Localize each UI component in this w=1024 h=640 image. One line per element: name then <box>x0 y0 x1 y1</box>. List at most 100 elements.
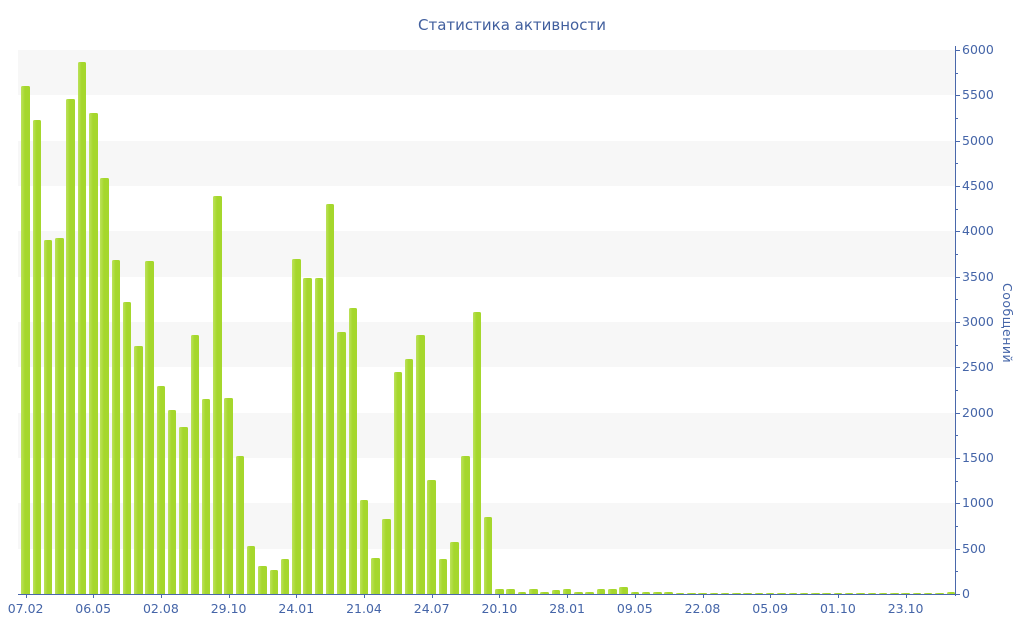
bar[interactable] <box>653 592 662 594</box>
bar[interactable] <box>269 569 279 594</box>
bar[interactable] <box>167 409 177 594</box>
x-tick <box>702 595 704 598</box>
bar[interactable] <box>946 592 955 594</box>
bar[interactable] <box>337 331 346 594</box>
x-tick <box>499 595 501 598</box>
bar[interactable] <box>235 456 245 594</box>
y-tick-label: 2000 <box>962 404 994 420</box>
bar[interactable] <box>348 308 357 594</box>
bar[interactable] <box>698 592 707 594</box>
bar[interactable] <box>145 261 154 594</box>
bar[interactable] <box>811 592 820 594</box>
bar[interactable] <box>246 545 256 594</box>
bar[interactable] <box>224 398 233 594</box>
bar[interactable] <box>416 334 425 594</box>
bar[interactable] <box>890 592 899 594</box>
bar[interactable] <box>935 592 944 594</box>
bar[interactable] <box>122 302 132 594</box>
bar[interactable] <box>450 542 459 594</box>
bar[interactable] <box>213 195 222 594</box>
x-tick-label: 20.10 <box>481 601 518 616</box>
x-tick <box>837 595 839 598</box>
plot-stripe <box>18 95 955 140</box>
y-tick-label: 1000 <box>962 495 994 511</box>
bar[interactable] <box>709 592 719 594</box>
bar[interactable] <box>190 334 200 594</box>
bar[interactable] <box>371 557 380 594</box>
bar[interactable] <box>201 399 211 594</box>
x-tick-label: 21.04 <box>346 601 382 616</box>
bar[interactable] <box>630 591 640 594</box>
bar[interactable] <box>799 592 809 594</box>
bar[interactable] <box>777 592 786 594</box>
bar[interactable] <box>359 499 369 594</box>
bar[interactable] <box>427 479 436 594</box>
x-tick <box>905 595 907 598</box>
bar[interactable] <box>156 386 166 594</box>
y-tick-label: 1500 <box>962 450 994 465</box>
bar[interactable] <box>878 592 888 594</box>
bar[interactable] <box>844 592 854 594</box>
bar[interactable] <box>314 278 324 594</box>
bar[interactable] <box>179 427 188 594</box>
bar[interactable] <box>55 237 64 594</box>
bar[interactable] <box>303 278 312 594</box>
bar[interactable] <box>754 592 764 594</box>
bar[interactable] <box>32 119 42 594</box>
bar[interactable] <box>280 558 290 594</box>
bar[interactable] <box>822 592 831 594</box>
bar[interactable] <box>912 592 922 594</box>
bar[interactable] <box>596 589 606 594</box>
bar[interactable] <box>867 592 877 594</box>
plot-area <box>18 50 955 594</box>
bar[interactable] <box>585 592 594 594</box>
bar[interactable] <box>111 260 121 594</box>
x-tick-label: 06.05 <box>75 601 112 616</box>
bar[interactable] <box>461 456 470 594</box>
bar[interactable] <box>732 592 741 594</box>
bar[interactable] <box>89 113 98 594</box>
bar[interactable] <box>619 587 628 594</box>
bar[interactable] <box>608 588 617 594</box>
bar[interactable] <box>382 518 391 594</box>
y-axis-title: Сообщений <box>1000 283 1015 364</box>
bar[interactable] <box>258 565 267 594</box>
bar[interactable] <box>483 516 493 594</box>
bar[interactable] <box>43 240 53 594</box>
bar[interactable] <box>77 61 87 594</box>
bar[interactable] <box>325 204 335 594</box>
bar[interactable] <box>495 588 504 594</box>
x-tick-label: 28.01 <box>549 601 585 616</box>
bar[interactable] <box>66 98 75 594</box>
y-major-tick <box>955 594 960 595</box>
bar[interactable] <box>788 592 798 594</box>
bar[interactable] <box>517 591 527 594</box>
bar[interactable] <box>100 177 109 594</box>
bar[interactable] <box>833 592 843 594</box>
y-major-tick <box>955 503 960 505</box>
bar[interactable] <box>720 592 730 594</box>
bar[interactable] <box>687 592 696 594</box>
bar[interactable] <box>664 592 673 594</box>
y-minor-tick <box>955 571 958 573</box>
bar[interactable] <box>562 589 572 594</box>
bar[interactable] <box>393 371 403 594</box>
bar[interactable] <box>292 258 301 594</box>
bar[interactable] <box>404 359 414 594</box>
bar[interactable] <box>134 345 143 594</box>
bar[interactable] <box>21 86 30 594</box>
bar[interactable] <box>641 591 651 594</box>
bar[interactable] <box>551 590 561 594</box>
bar[interactable] <box>438 558 448 594</box>
bar[interactable] <box>574 591 583 594</box>
bar[interactable] <box>506 588 515 594</box>
bar[interactable] <box>472 312 482 594</box>
bar[interactable] <box>675 592 685 594</box>
bar[interactable] <box>743 592 752 594</box>
bar[interactable] <box>923 592 933 594</box>
bar[interactable] <box>856 592 865 594</box>
bar[interactable] <box>529 589 538 594</box>
bar[interactable] <box>540 591 549 594</box>
bar[interactable] <box>765 592 775 594</box>
bar[interactable] <box>901 592 910 594</box>
